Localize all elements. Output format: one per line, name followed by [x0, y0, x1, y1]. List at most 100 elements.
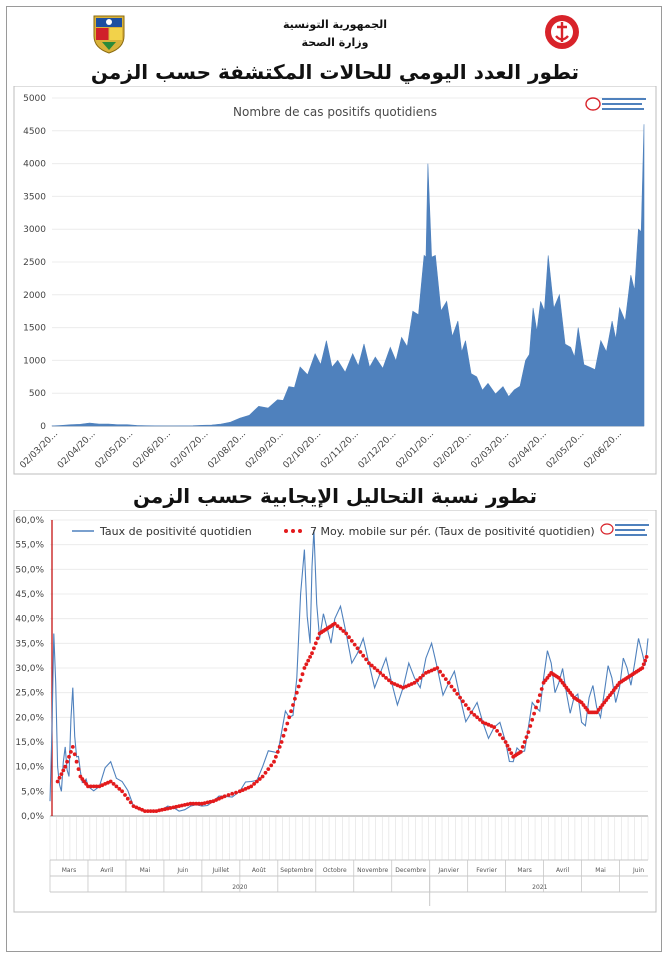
moving-average-point: [266, 767, 271, 771]
moving-average-point: [435, 666, 440, 670]
moving-average-point: [372, 666, 377, 670]
year-label: 2021: [532, 884, 547, 891]
month-label: Août: [252, 867, 266, 874]
moving-average-point: [125, 796, 130, 801]
moving-average-point: [279, 740, 284, 744]
moving-average-point: [91, 784, 96, 789]
moving-average-point: [443, 677, 448, 681]
moving-average-point: [466, 706, 471, 711]
moving-average-series: [55, 621, 649, 813]
moving-average-point: [86, 784, 90, 789]
y-tick-label: 2000: [23, 291, 46, 301]
moving-average-point: [312, 646, 316, 651]
moving-average-point: [412, 680, 417, 685]
y-tick-label: 3500: [23, 192, 46, 202]
moving-average-point: [255, 779, 259, 784]
moving-average-point: [347, 635, 351, 640]
moving-average-point: [168, 806, 173, 810]
moving-average-point: [243, 787, 248, 791]
legend-series-1: Taux de positivité quotidien: [99, 525, 252, 538]
month-label: Avril: [556, 867, 569, 874]
chart2-frame: [13, 510, 657, 913]
moving-average-point: [226, 793, 231, 797]
y-tick-label: 5,0%: [21, 787, 44, 797]
moving-average-point: [67, 754, 71, 759]
moving-average-point: [197, 801, 201, 806]
moving-average-point: [274, 754, 278, 759]
month-label: Novembre: [357, 867, 388, 874]
moving-average-point: [528, 724, 533, 728]
y-tick-label: 60,0%: [15, 516, 44, 526]
moving-average-point: [57, 775, 62, 780]
daily-positivity-line: [49, 529, 649, 812]
moving-average-point: [387, 678, 391, 683]
moving-average-point: [369, 663, 374, 668]
moving-average-point: [154, 809, 159, 813]
moving-average-point: [495, 729, 499, 733]
moving-average-point: [191, 801, 196, 806]
moving-average-point: [518, 750, 523, 754]
moving-average-point: [94, 784, 99, 789]
moving-average-point: [230, 791, 235, 796]
moving-average-point: [526, 730, 531, 734]
moving-average-point: [272, 759, 276, 764]
moving-average-point: [361, 653, 366, 658]
legend-series-2: 7 Moy. mobile sur pér. (Taux de positivi…: [310, 525, 595, 538]
moving-average-point: [532, 711, 536, 716]
moving-average-point: [298, 678, 303, 683]
moving-average-point: [55, 779, 60, 784]
moving-average-point: [643, 658, 648, 663]
month-label: Septembre: [280, 867, 313, 874]
moving-average-point: [505, 743, 510, 748]
moving-average-point: [88, 784, 93, 789]
moving-average-point: [640, 666, 645, 670]
month-label: Avril: [100, 867, 113, 874]
moving-average-point: [480, 720, 485, 725]
moving-average-point: [486, 722, 491, 727]
y-tick-label: 1000: [23, 356, 46, 366]
moving-average-point: [185, 802, 190, 807]
y-tick-label: 40,0%: [15, 615, 44, 625]
y-tick-label: 50,0%: [15, 565, 44, 575]
month-label: Mai: [595, 867, 606, 874]
month-label: Mars: [62, 867, 76, 874]
moving-average-point: [509, 751, 514, 755]
moving-average-point: [302, 666, 307, 670]
moving-average-point: [375, 668, 380, 673]
y-tick-label: 1500: [23, 324, 46, 334]
header: الجمهورية التونسية وزارة الصحة: [0, 0, 670, 60]
moving-average-point: [522, 740, 527, 744]
moving-average-point: [364, 657, 368, 662]
moving-average-point: [507, 747, 512, 752]
moving-average-point: [520, 745, 525, 749]
moving-average-point: [498, 732, 502, 737]
y-tick-label: 4500: [23, 127, 46, 137]
moving-average-point: [332, 621, 337, 626]
month-label: Octobre: [323, 867, 347, 874]
moving-average-point: [148, 809, 153, 813]
moving-average-point: [449, 684, 454, 689]
moving-average-point: [500, 736, 505, 741]
moving-average-point: [524, 735, 529, 739]
y-tick-label: 0,0%: [21, 812, 44, 822]
moving-average-point: [237, 789, 242, 794]
y-tick-label: 10,0%: [15, 763, 44, 773]
moving-average-point: [446, 680, 451, 685]
moving-average-point: [269, 763, 274, 768]
moving-average-point: [539, 687, 544, 691]
chart1-heading: تطور العدد اليومي للحالات المكتشفة حسب ا…: [90, 60, 580, 84]
moving-average-point: [310, 651, 314, 656]
moving-average-point: [114, 784, 119, 789]
moving-average-point: [438, 669, 442, 674]
y-tick-label: 55,0%: [15, 541, 44, 551]
moving-average-point: [313, 641, 318, 646]
month-label: Mars: [517, 867, 531, 874]
moving-average-point: [151, 809, 156, 813]
observatory-logo-icon-2: [600, 523, 649, 536]
observatory-logo-icon: [585, 97, 646, 111]
health-ministry-logo-icon: [545, 15, 579, 49]
moving-average-point: [208, 799, 213, 804]
moving-average-point: [252, 782, 256, 786]
moving-average-point: [335, 624, 340, 628]
moving-average-point: [289, 709, 293, 714]
